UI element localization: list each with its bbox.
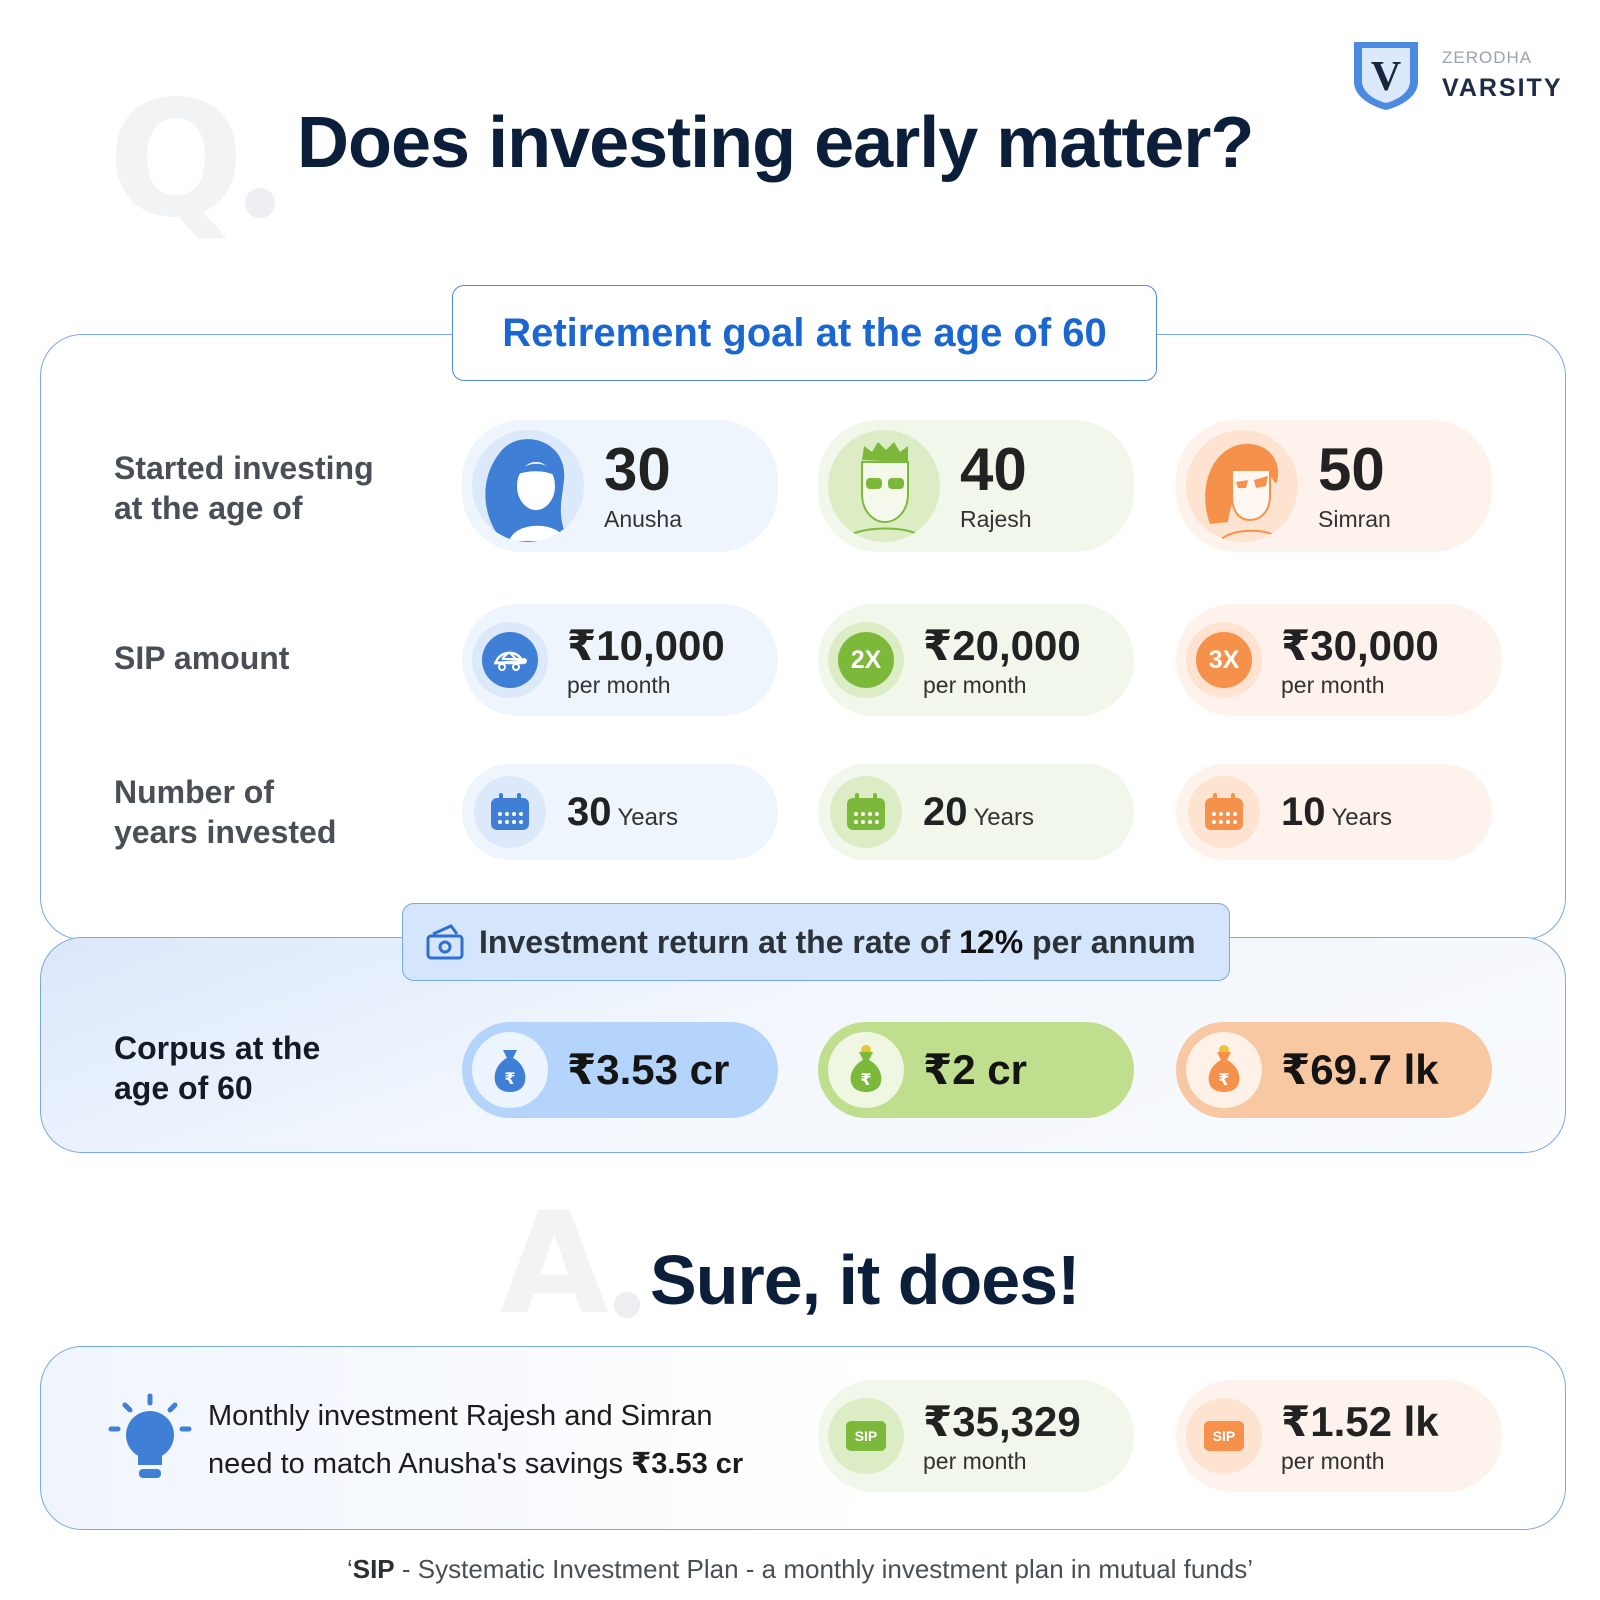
multiplier-3x-badge: 3X [1186,622,1262,698]
varsity-logo: V ZERODHA VARSITY [1350,38,1575,114]
years-unit: Years [973,804,1035,831]
corpus-simran: ₹ ₹69.7 lk [1176,1022,1492,1118]
calendar-icon [830,776,902,848]
years-unit: Years [1331,804,1393,831]
name-rajesh: Rajesh [960,506,1032,532]
required-amount-simran: ₹1.52 lk [1281,1398,1439,1445]
match-line-2-prefix: need to match Anusha's savings [208,1448,632,1480]
logo-brand: ZERODHA [1442,48,1533,67]
answer-heading: Sure, it does! [650,1241,1080,1319]
investor-card-simran: 50 Simran [1176,420,1492,552]
years-simran: 10 Years [1281,789,1392,841]
svg-text:₹: ₹ [504,1069,515,1088]
corpus-value-simran: ₹69.7 lk [1281,1046,1439,1093]
sip-card-simran: 3X ₹30,000 per month [1176,604,1502,716]
years-rajesh: 20 Years [923,789,1034,841]
sip-amount-anusha: ₹10,000 [567,622,725,669]
name-simran: Simran [1318,506,1391,532]
match-line-1: Monthly investment Rajesh and Simran [208,1400,713,1432]
sip-badge-icon: SIP [828,1398,904,1474]
page-title: Does investing early matter? [297,103,1254,183]
answer-watermark-dot [614,1292,640,1318]
rate-suffix: per annum [1023,923,1196,960]
shield-icon: V [1354,42,1418,110]
corpus-value-anusha: ₹3.53 cr [567,1046,730,1093]
avatar-anusha [472,430,584,542]
logo-name: VARSITY [1442,74,1563,102]
footnote-open-quote: ‘ [346,1554,353,1584]
corpus-rajesh: ₹ ₹2 cr [818,1022,1134,1118]
footnote-close-quote: ’ [1247,1554,1254,1584]
footnote-definition: - Systematic Investment Plan - a monthly… [394,1554,1248,1584]
match-target-amount: ₹3.53 cr [631,1448,744,1480]
money-bag-icon: ₹ [1186,1032,1262,1108]
rate-prefix: Investment return at the rate of [479,923,960,960]
answer-watermark-letter: A [500,1183,609,1346]
turtle-icon [472,622,548,698]
question-watermark-letter: Q [108,66,245,253]
money-bag-icon: ₹ [472,1032,548,1108]
sip-card-anusha: ₹10,000 per month [462,604,778,716]
goal-heading: Retirement goal at the age of 60 [452,285,1157,381]
name-anusha: Anusha [604,506,683,532]
calendar-icon [474,776,546,848]
started-label: Started investing at the age of [114,450,374,526]
avatar-rajesh [828,430,940,542]
sip-period-simran: per month [1281,672,1385,698]
footnote: ‘SIP - Systematic Investment Plan - a mo… [0,1554,1600,1585]
sip-card-rajesh: 2X ₹20,000 per month [818,604,1134,716]
years-card-rajesh: 20 Years [818,764,1134,860]
required-period-simran: per month [1281,1448,1385,1474]
lightbulb-icon [108,1393,192,1478]
age-simran: 50 [1318,436,1385,503]
corpus-value-rajesh: ₹2 cr [923,1046,1027,1093]
match-line-2: need to match Anusha's savings ₹3.53 cr [208,1440,743,1488]
return-rate-banner: Investment return at the rate of 12% per… [402,903,1230,981]
money-bag-icon: ₹ [828,1032,904,1108]
sip-period-anusha: per month [567,672,671,698]
required-amount-rajesh: ₹35,329 [923,1398,1081,1445]
investor-card-rajesh: 40 Rajesh [818,420,1134,552]
investor-card-anusha: 30 Anusha [462,420,778,552]
years-value-simran: 10 [1281,790,1326,834]
age-rajesh: 40 [960,436,1027,503]
sip-badge-label: SIP [846,1421,886,1451]
corpus-anusha: ₹ ₹3.53 cr [462,1022,778,1118]
required-period-rajesh: per month [923,1448,1027,1474]
footnote-term: SIP [352,1554,395,1584]
sip-badge-icon: SIP [1186,1398,1262,1474]
sip-amount-simran: ₹30,000 [1281,622,1439,669]
sip-period-rajesh: per month [923,672,1027,698]
years-value-anusha: 30 [567,790,612,834]
svg-text:₹: ₹ [1218,1070,1229,1089]
avatar-simran [1186,430,1298,542]
logo-monogram: V [1371,54,1401,100]
years-card-simran: 10 Years [1176,764,1492,860]
svg-text:₹: ₹ [860,1070,871,1089]
corpus-label: Corpus at the age of 60 [114,1030,321,1106]
required-sip-rajesh: SIP ₹35,329 per month [818,1380,1134,1492]
money-icon [426,924,464,960]
sip-label: SIP amount [114,640,290,676]
sip-badge-label: SIP [1204,1421,1244,1451]
question-watermark-dot [245,188,275,218]
sip-amount-rajesh: ₹20,000 [923,622,1081,669]
calendar-icon [1188,776,1260,848]
years-label: Number of years invested [114,774,337,850]
match-description: Monthly investment Rajesh and Simran nee… [208,1392,743,1488]
multiplier-2x-badge: 2X [828,622,904,698]
multiplier-3x-label: 3X [1196,632,1252,688]
years-value-rajesh: 20 [923,790,968,834]
years-unit: Years [617,804,679,831]
years-card-anusha: 30 Years [462,764,778,860]
multiplier-2x-label: 2X [838,632,894,688]
years-anusha: 30 Years [567,789,678,841]
rate-value: 12% [959,923,1024,960]
required-sip-simran: SIP ₹1.52 lk per month [1176,1380,1502,1492]
age-anusha: 30 [604,436,671,503]
